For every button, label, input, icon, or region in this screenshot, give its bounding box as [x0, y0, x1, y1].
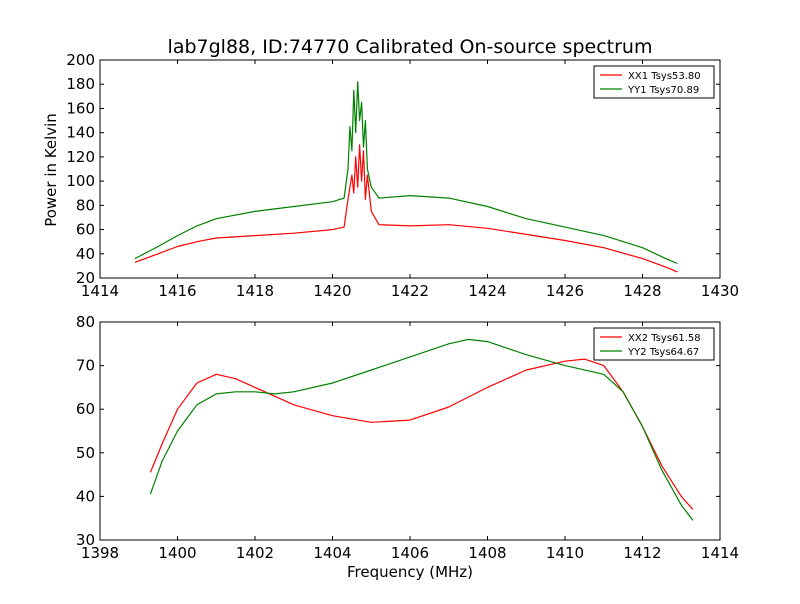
legend-box [593, 327, 715, 361]
y-tick-label: 140 [66, 124, 95, 142]
series-line-1-2 [134, 81, 678, 265]
y-tick-label: 20 [76, 269, 95, 287]
figure-title: lab7gl88, ID:74770 Calibrated On-source … [168, 36, 653, 58]
y-tick-label: 100 [66, 172, 95, 190]
chart-panel-1: 1414 1416 1418 1420 1422 1424 1426 1428 1430 20 40… [66, 51, 739, 300]
x-tick-label: 1406 [391, 544, 429, 562]
x-tick-label: 1428 [623, 282, 661, 300]
legend-label: YY2 Tsys64.67 [627, 347, 699, 358]
legend-box [593, 65, 715, 99]
series-line-2-2 [149, 338, 694, 521]
chart-panel-2: 1398 1400 1402 1404 1406 1408 1410 1412 1414 30 40… [76, 313, 739, 562]
x-tick-label: 1420 [313, 282, 351, 300]
y-tick-label: 30 [76, 531, 95, 549]
series-line-1-1 [134, 144, 678, 273]
x-tick-label: 1426 [546, 282, 584, 300]
x-axis-label: Frequency (MHz) [347, 563, 473, 581]
y-tick-label: 50 [76, 444, 95, 462]
legend-label: YY1 Tsys70.89 [627, 85, 699, 96]
x-tick-label: 1418 [236, 282, 274, 300]
legend-label: XX1 Tsys53.80 [628, 71, 701, 82]
y-tick-label: 160 [66, 99, 95, 117]
x-tick-label: 1410 [546, 544, 584, 562]
x-tick-label: 1414 [701, 544, 739, 562]
x-tick-label: 1414 [81, 282, 119, 300]
x-tick-label: 1424 [468, 282, 506, 300]
x-tick-label: 1400 [158, 544, 196, 562]
y-tick-label: 200 [66, 51, 95, 69]
y-tick-label: 40 [76, 487, 95, 505]
legend-2: XX2 Tsys61.58 YY2 Tsys64.67 [593, 327, 715, 361]
x-tick-label: 1404 [313, 544, 351, 562]
legend-label: XX2 Tsys61.58 [628, 333, 701, 344]
y-tick-label: 60 [76, 400, 95, 418]
y-tick-label: 60 [76, 221, 95, 239]
x-tick-label: 1408 [468, 544, 506, 562]
x-tick-label: 1402 [236, 544, 274, 562]
y-tick-label: 80 [76, 196, 95, 214]
y-tick-label: 180 [66, 75, 95, 93]
y-axis-label: Power in Kelvin [42, 113, 60, 227]
x-tick-label: 1422 [391, 282, 429, 300]
y-tick-label: 40 [76, 245, 95, 263]
x-tick-label: 1412 [623, 544, 661, 562]
legend-1: XX1 Tsys53.80 YY1 Tsys70.89 [593, 65, 715, 99]
x-tick-label: 1430 [701, 282, 739, 300]
y-tick-label: 120 [66, 148, 95, 166]
x-tick-label: 1416 [158, 282, 196, 300]
x-tick-label: 1398 [81, 544, 119, 562]
y-tick-label: 80 [76, 313, 95, 331]
y-tick-label: 70 [76, 357, 95, 375]
